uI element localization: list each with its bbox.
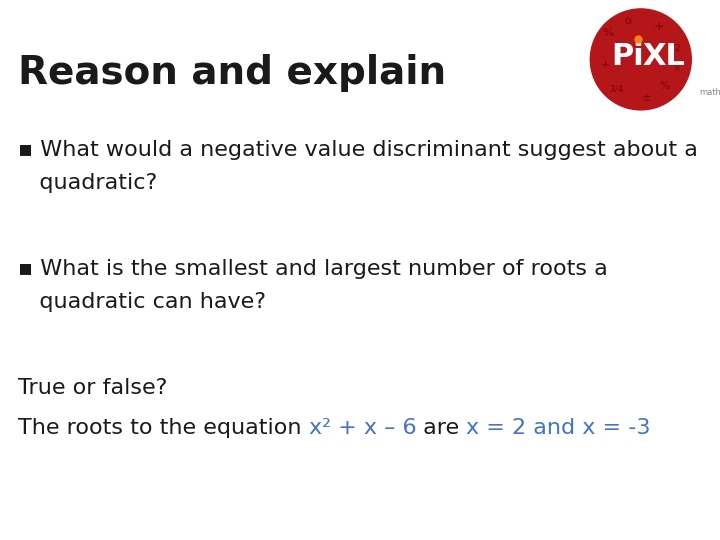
Text: ▪ What would a negative value discriminant suggest about a: ▪ What would a negative value discrimina… [18, 140, 698, 160]
Text: 3/4: 3/4 [610, 85, 624, 93]
Text: %: % [603, 28, 613, 38]
Text: 1/2: 1/2 [666, 43, 681, 52]
Text: XL: XL [642, 42, 685, 71]
Text: +: + [653, 20, 664, 33]
Circle shape [590, 9, 691, 110]
Text: ×: × [672, 63, 680, 73]
Text: +: + [600, 60, 610, 70]
Text: Reason and explain: Reason and explain [18, 54, 446, 92]
Text: Pi: Pi [611, 42, 644, 71]
Text: %: % [660, 81, 670, 91]
Text: The roots to the equation: The roots to the equation [18, 418, 309, 438]
Text: maths: maths [699, 87, 720, 97]
Text: ±: ± [642, 93, 652, 103]
Text: quadratic can have?: quadratic can have? [18, 292, 266, 312]
Text: True or false?: True or false? [18, 378, 167, 398]
Text: quadratic?: quadratic? [18, 173, 157, 193]
Text: ▪ What is the smallest and largest number of roots a: ▪ What is the smallest and largest numbe… [18, 259, 608, 279]
Text: x = 2 and x = -3: x = 2 and x = -3 [467, 418, 651, 438]
Text: are: are [416, 418, 467, 438]
Text: 0/: 0/ [624, 16, 634, 25]
Text: x² + x – 6: x² + x – 6 [309, 418, 416, 438]
